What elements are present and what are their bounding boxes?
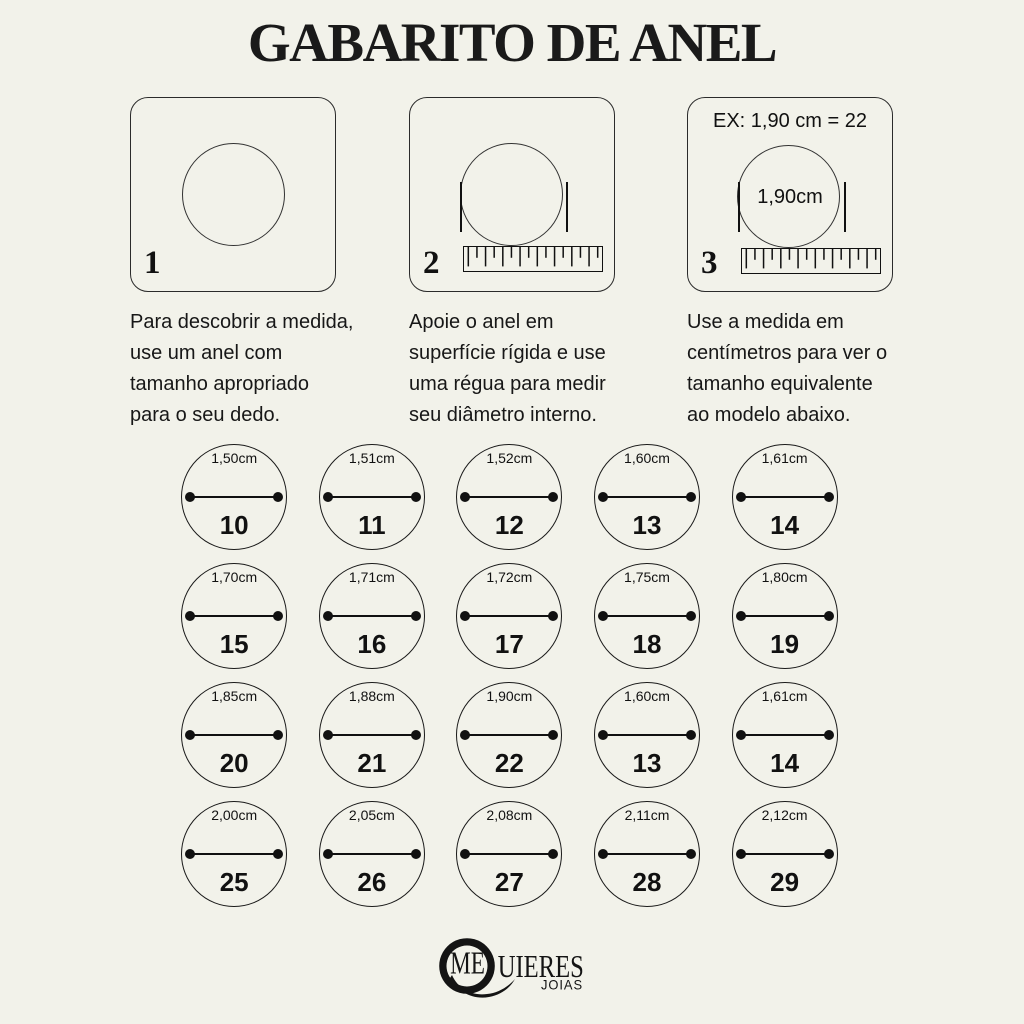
svg-text:JOIAS: JOIAS xyxy=(541,977,583,993)
svg-text:ME: ME xyxy=(450,945,485,981)
